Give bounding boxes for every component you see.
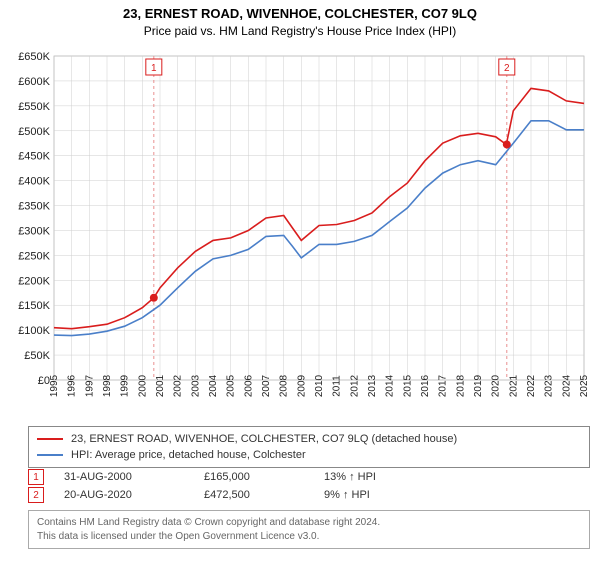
svg-text:£50K: £50K [24, 350, 50, 362]
transaction-date-1: 31-AUG-2000 [64, 471, 184, 483]
transaction-date-2: 20-AUG-2020 [64, 489, 184, 501]
svg-text:2012: 2012 [349, 374, 360, 397]
transaction-badge-1: 1 [28, 469, 44, 485]
chart-area: £0£50K£100K£150K£200K£250K£300K£350K£400… [8, 50, 592, 420]
svg-text:£550K: £550K [18, 101, 50, 113]
svg-text:2025: 2025 [579, 374, 590, 397]
svg-text:2007: 2007 [261, 374, 272, 397]
transaction-badge-2: 2 [28, 487, 44, 503]
svg-text:2004: 2004 [208, 374, 219, 397]
svg-text:2001: 2001 [155, 374, 166, 397]
svg-text:2000: 2000 [137, 374, 148, 397]
svg-text:2021: 2021 [508, 374, 519, 397]
svg-text:2006: 2006 [243, 374, 254, 397]
svg-text:2015: 2015 [402, 374, 413, 397]
transaction-price-2: £472,500 [204, 489, 304, 501]
svg-text:2024: 2024 [561, 374, 572, 397]
svg-text:2: 2 [504, 63, 510, 74]
transaction-delta-1: 13% ↑ HPI [324, 471, 376, 483]
transaction-row-2: 2 20-AUG-2020 £472,500 9% ↑ HPI [28, 486, 572, 504]
svg-text:£650K: £650K [18, 51, 50, 63]
svg-text:2005: 2005 [226, 374, 237, 397]
svg-text:£400K: £400K [18, 176, 50, 188]
svg-text:2023: 2023 [544, 374, 555, 397]
svg-text:2017: 2017 [438, 374, 449, 397]
svg-text:2014: 2014 [385, 374, 396, 397]
svg-text:2002: 2002 [173, 374, 184, 397]
svg-text:1997: 1997 [84, 374, 95, 397]
legend-swatch-1 [37, 438, 63, 440]
footer-line-2: This data is licensed under the Open Gov… [37, 530, 581, 544]
legend: 23, ERNEST ROAD, WIVENHOE, COLCHESTER, C… [28, 426, 590, 468]
transactions-table: 1 31-AUG-2000 £165,000 13% ↑ HPI 2 20-AU… [28, 468, 572, 504]
transaction-price-1: £165,000 [204, 471, 304, 483]
svg-text:£600K: £600K [18, 76, 50, 88]
svg-text:1999: 1999 [120, 374, 131, 397]
svg-text:1998: 1998 [102, 374, 113, 397]
svg-text:£450K: £450K [18, 151, 50, 163]
svg-text:2019: 2019 [473, 374, 484, 397]
svg-text:2010: 2010 [314, 374, 325, 397]
chart-title-line1: 23, ERNEST ROAD, WIVENHOE, COLCHESTER, C… [0, 6, 600, 21]
legend-label-1: 23, ERNEST ROAD, WIVENHOE, COLCHESTER, C… [71, 433, 457, 445]
svg-text:2016: 2016 [420, 374, 431, 397]
svg-text:2008: 2008 [279, 374, 290, 397]
legend-swatch-2 [37, 454, 63, 456]
legend-row-1: 23, ERNEST ROAD, WIVENHOE, COLCHESTER, C… [37, 431, 581, 447]
svg-text:£300K: £300K [18, 225, 50, 237]
svg-text:1995: 1995 [49, 374, 60, 397]
svg-text:1996: 1996 [67, 374, 78, 397]
transaction-row-1: 1 31-AUG-2000 £165,000 13% ↑ HPI [28, 468, 572, 486]
svg-text:2011: 2011 [332, 375, 343, 397]
svg-text:2003: 2003 [190, 374, 201, 397]
svg-text:£100K: £100K [18, 325, 50, 337]
svg-text:2020: 2020 [491, 374, 502, 397]
svg-text:2022: 2022 [526, 374, 537, 397]
footer-line-1: Contains HM Land Registry data © Crown c… [37, 516, 581, 530]
legend-label-2: HPI: Average price, detached house, Colc… [71, 449, 306, 461]
legend-row-2: HPI: Average price, detached house, Colc… [37, 447, 581, 463]
svg-text:2009: 2009 [296, 374, 307, 397]
svg-text:£350K: £350K [18, 201, 50, 213]
svg-text:2013: 2013 [367, 374, 378, 397]
svg-text:1: 1 [151, 63, 157, 74]
svg-text:£250K: £250K [18, 250, 50, 262]
transaction-delta-2: 9% ↑ HPI [324, 489, 370, 501]
svg-text:£150K: £150K [18, 300, 50, 312]
svg-text:£500K: £500K [18, 126, 50, 138]
chart-title-line2: Price paid vs. HM Land Registry's House … [0, 24, 600, 38]
svg-text:£200K: £200K [18, 275, 50, 287]
svg-text:2018: 2018 [455, 374, 466, 397]
footer: Contains HM Land Registry data © Crown c… [28, 510, 590, 549]
